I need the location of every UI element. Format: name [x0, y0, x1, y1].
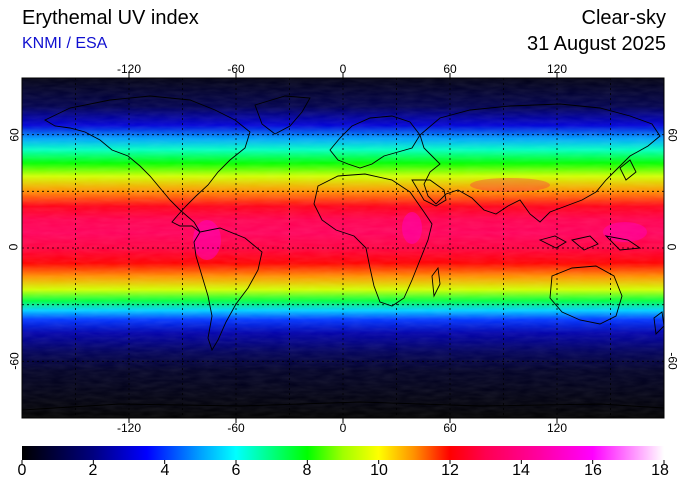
- colorbar-label: 4: [160, 462, 170, 479]
- colorbar-label: 0: [17, 462, 27, 479]
- data-source-label: KNMI / ESA: [22, 35, 108, 52]
- lon-tick-bottom: -120: [116, 421, 142, 435]
- sky-condition-label: Clear-sky: [581, 7, 666, 29]
- colorbar-label: 10: [370, 462, 388, 479]
- lat-tick-left: 0: [6, 243, 21, 251]
- coastlines: [22, 95, 664, 411]
- colorbar-label: 8: [302, 462, 312, 479]
- lat-tick-right: 60: [665, 128, 680, 142]
- east-africa-maximum: [402, 212, 422, 244]
- colorbar-label: 18: [651, 462, 669, 479]
- map-title: Erythemal UV index: [22, 7, 199, 29]
- lon-tick-top: -120: [116, 62, 142, 76]
- lat-tick-right: 0: [664, 243, 679, 251]
- colorbar: [22, 446, 664, 460]
- lon-tick-bottom: -60: [227, 421, 245, 435]
- lon-tick-bottom: 0: [339, 421, 347, 435]
- colorbar-label: 12: [441, 462, 459, 479]
- graticule: [22, 78, 664, 418]
- lat-tick-left: -60: [7, 352, 22, 370]
- colorbar-label: 2: [88, 462, 98, 479]
- lon-tick-top: -60: [227, 62, 245, 76]
- colorbar-label: 14: [512, 462, 530, 479]
- date-label: 31 August 2025: [526, 33, 666, 55]
- lon-tick-bottom: 120: [546, 421, 568, 435]
- lon-tick-top: 120: [546, 62, 568, 76]
- tibet-maximum: [470, 178, 550, 192]
- lon-tick-top: 60: [443, 62, 457, 76]
- colorbar-label: 16: [584, 462, 602, 479]
- lat-tick-right: -60: [665, 352, 680, 370]
- lon-tick-bottom: 60: [443, 421, 457, 435]
- lon-tick-top: 0: [339, 62, 347, 76]
- lat-tick-left: 60: [7, 128, 22, 142]
- andes-maximum: [193, 220, 221, 260]
- colorbar-label: 6: [231, 462, 241, 479]
